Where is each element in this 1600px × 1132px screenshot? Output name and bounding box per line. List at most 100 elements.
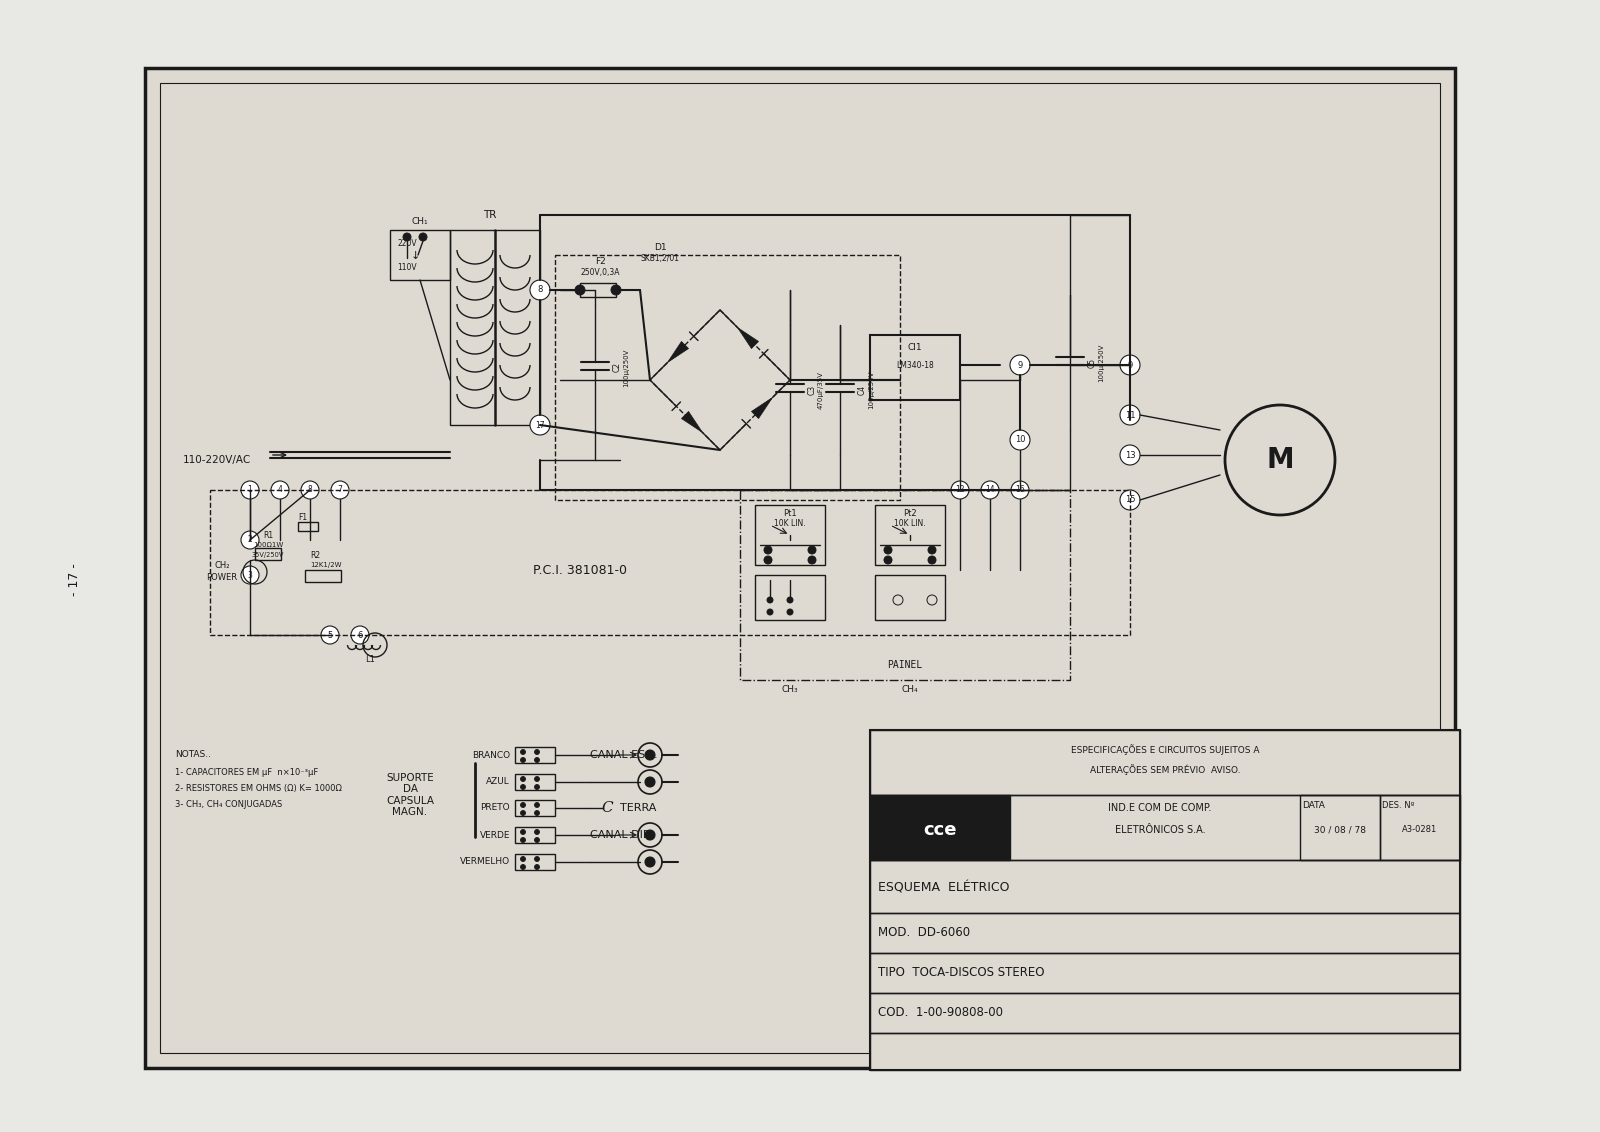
Text: PAINEL: PAINEL (888, 660, 923, 670)
Text: CANAL DIR.: CANAL DIR. (590, 830, 654, 840)
Circle shape (534, 803, 539, 807)
Circle shape (574, 285, 586, 295)
Bar (875, 505, 946, 565)
Text: 10: 10 (1014, 436, 1026, 445)
Circle shape (534, 865, 539, 869)
Text: 12: 12 (955, 486, 965, 495)
Text: CI1: CI1 (907, 343, 922, 352)
Circle shape (331, 481, 349, 499)
Circle shape (520, 757, 525, 763)
Text: 100μ/250V: 100μ/250V (1098, 343, 1104, 381)
Text: 16: 16 (1014, 486, 1026, 495)
Bar (870, 1034, 1459, 1070)
Text: F1: F1 (299, 514, 307, 523)
Bar (870, 795, 1459, 860)
Bar (870, 730, 1459, 1070)
Text: 250V,0,3A: 250V,0,3A (581, 268, 619, 277)
Circle shape (520, 811, 525, 815)
Text: A3-0281: A3-0281 (1402, 825, 1438, 834)
Circle shape (534, 857, 539, 861)
Text: LM340-18: LM340-18 (896, 360, 934, 369)
Circle shape (534, 830, 539, 834)
Text: ESQUEMA  ELÉTRICO: ESQUEMA ELÉTRICO (878, 882, 1010, 894)
Text: 110V: 110V (397, 264, 418, 273)
Circle shape (766, 597, 773, 603)
Circle shape (787, 609, 794, 615)
Text: 35V/250V: 35V/250V (251, 552, 285, 558)
Polygon shape (738, 327, 758, 349)
Circle shape (301, 481, 318, 499)
Text: 8: 8 (538, 285, 542, 294)
Bar (870, 335, 960, 400)
Bar (870, 953, 1459, 993)
Circle shape (808, 556, 816, 564)
Circle shape (534, 749, 539, 755)
Text: D1: D1 (654, 243, 666, 252)
Text: COD.  1-00-90808-00: COD. 1-00-90808-00 (878, 1006, 1003, 1020)
Circle shape (530, 415, 550, 435)
Circle shape (419, 233, 427, 241)
Circle shape (520, 784, 525, 789)
Bar (870, 795, 1010, 860)
Text: AZUL: AZUL (486, 778, 510, 787)
Text: VERMELHO: VERMELHO (459, 858, 510, 866)
Text: C2: C2 (613, 362, 622, 372)
Bar (306, 571, 341, 582)
Circle shape (787, 597, 794, 603)
Text: 220V: 220V (397, 240, 418, 249)
Text: 13: 13 (1125, 451, 1136, 460)
Text: 10K LIN.: 10K LIN. (774, 518, 806, 528)
Text: POWER: POWER (206, 574, 237, 583)
Circle shape (1011, 481, 1029, 499)
Text: ↓: ↓ (410, 251, 419, 261)
Bar (515, 800, 555, 816)
Circle shape (883, 556, 893, 564)
Text: BRANCO: BRANCO (472, 751, 510, 760)
Bar (146, 68, 1454, 1067)
Circle shape (242, 481, 259, 499)
Bar (755, 505, 826, 565)
Text: PRETO: PRETO (480, 804, 510, 813)
Polygon shape (752, 397, 773, 419)
Text: 9: 9 (1128, 360, 1133, 369)
Circle shape (534, 838, 539, 842)
Text: TERRA: TERRA (621, 803, 656, 813)
Text: CH₃: CH₃ (782, 686, 798, 695)
Polygon shape (682, 411, 702, 432)
Text: 1: 1 (248, 486, 253, 495)
Text: C3: C3 (808, 385, 818, 395)
Bar (160, 83, 1440, 1053)
Text: P.C.I. 381081-0: P.C.I. 381081-0 (533, 564, 627, 576)
Text: - 17 -: - 17 - (69, 564, 82, 597)
Circle shape (645, 857, 654, 867)
Bar (298, 522, 318, 531)
Text: C4: C4 (858, 385, 867, 395)
Text: TR: TR (483, 211, 496, 220)
Circle shape (883, 546, 893, 554)
Circle shape (520, 777, 525, 781)
Circle shape (520, 865, 525, 869)
Text: CH₂: CH₂ (214, 560, 230, 569)
Circle shape (520, 803, 525, 807)
Bar (875, 575, 946, 620)
Text: 7: 7 (338, 486, 342, 495)
Circle shape (350, 626, 370, 644)
Text: R1: R1 (262, 531, 274, 540)
Text: 100μ/250V: 100μ/250V (867, 371, 874, 409)
Text: TIPO  TOCA-DISCOS STEREO: TIPO TOCA-DISCOS STEREO (878, 967, 1045, 979)
Text: 14: 14 (986, 486, 995, 495)
Bar (870, 730, 1459, 795)
Circle shape (645, 751, 654, 760)
Text: SUPORTE
DA
CAPSULA
MAGN.: SUPORTE DA CAPSULA MAGN. (386, 773, 434, 817)
Circle shape (928, 556, 936, 564)
Text: 8: 8 (307, 486, 312, 495)
Bar (515, 747, 555, 763)
Bar (515, 827, 555, 843)
Text: 2- RESISTORES EM OHMS (Ω) K= 1000Ω: 2- RESISTORES EM OHMS (Ω) K= 1000Ω (174, 784, 342, 794)
Circle shape (242, 566, 259, 584)
Bar (755, 575, 826, 620)
Circle shape (766, 609, 773, 615)
Circle shape (1010, 355, 1030, 375)
Circle shape (1120, 445, 1139, 465)
Text: ESPECIFICAÇÕES E CIRCUITOS SUJEITOS A: ESPECIFICAÇÕES E CIRCUITOS SUJEITOS A (1070, 745, 1259, 755)
